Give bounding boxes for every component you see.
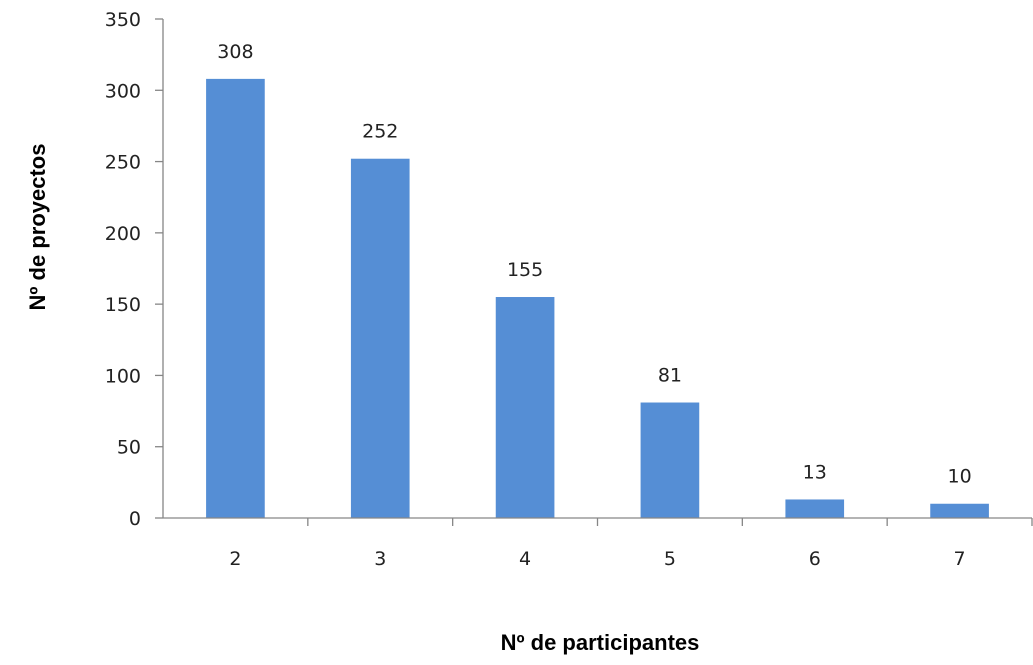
bar	[930, 503, 989, 518]
data-label: 252	[362, 121, 398, 143]
x-tick-label: 3	[374, 548, 386, 570]
y-axis-title: Nº de proyectos	[25, 144, 50, 311]
bar	[785, 499, 845, 518]
x-axis-title: Nº de participantes	[501, 630, 700, 655]
x-axis-ticks: 2 3 4 5 6 7	[229, 518, 1033, 570]
bars	[206, 78, 989, 518]
x-tick-label: 2	[229, 548, 241, 570]
y-tick-label: 200	[105, 223, 141, 245]
data-label: 10	[947, 466, 971, 488]
data-label: 308	[217, 41, 253, 63]
x-tick-label: 6	[809, 548, 821, 570]
x-tick-label: 7	[954, 548, 966, 570]
y-tick-label: 100	[105, 365, 141, 387]
y-tick-label: 50	[117, 437, 141, 459]
y-tick-label: 350	[105, 9, 141, 31]
bar	[495, 297, 555, 518]
y-tick-label: 300	[105, 80, 141, 102]
data-label: 13	[803, 461, 827, 483]
data-label: 155	[507, 259, 543, 281]
y-tick-label: 0	[129, 508, 141, 530]
bar	[640, 402, 700, 518]
data-label: 81	[658, 365, 682, 387]
x-tick-label: 4	[519, 548, 531, 570]
bar	[206, 78, 265, 518]
x-tick-label: 5	[664, 548, 676, 570]
data-labels: 308 252 155 81 13 10	[217, 41, 971, 488]
y-axis-ticks: 0 50 100 150 200 250 300 350	[105, 9, 163, 530]
y-tick-label: 150	[105, 294, 141, 316]
bar	[350, 158, 410, 518]
y-tick-label: 250	[105, 152, 141, 174]
